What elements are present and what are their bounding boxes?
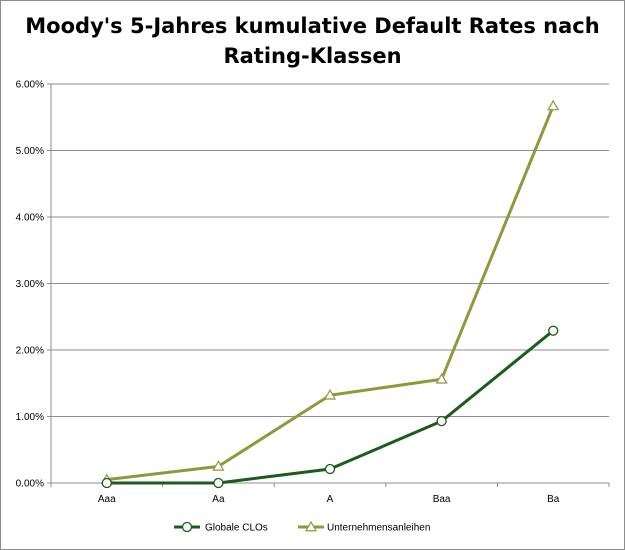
data-point-circle xyxy=(436,416,447,427)
x-tick-label: A xyxy=(327,494,334,505)
chart-title: Moody's 5-Jahres kumulative Default Rate… xyxy=(1,11,624,71)
y-tick-label: 4.00% xyxy=(16,213,44,224)
x-tick-label: Aa xyxy=(212,494,225,505)
legend-unternehmensanleihen-marker xyxy=(304,520,318,532)
y-tick-label: 6.00% xyxy=(16,80,44,91)
data-point-circle xyxy=(548,325,559,336)
y-tick-label: 2.00% xyxy=(16,346,44,357)
y-tick-label: 1.00% xyxy=(16,412,44,423)
legend-unternehmensanleihen-label: Unternehmensanleihen xyxy=(327,523,430,534)
data-point-circle xyxy=(324,463,336,475)
x-tick-label: Aaa xyxy=(98,494,116,505)
series-line-globale-clos xyxy=(106,329,555,485)
x-tick-label: Baa xyxy=(433,494,451,505)
data-point-circle xyxy=(101,477,112,489)
y-tick-label: 3.00% xyxy=(16,279,44,290)
chart-title-line-1: Moody's 5-Jahres kumulative Default Rate… xyxy=(25,14,600,38)
data-point-triangle xyxy=(212,460,225,471)
data-point-circle xyxy=(213,477,224,489)
legend-globale-clos-marker xyxy=(181,521,193,533)
data-point-triangle xyxy=(435,373,448,384)
y-tick-label: 0.00% xyxy=(16,479,44,490)
series-line-unternehmensanleihen xyxy=(106,105,555,482)
data-point-triangle xyxy=(323,389,337,400)
x-tick-label: Ba xyxy=(547,494,560,505)
y-tick-label: 5.00% xyxy=(16,146,44,157)
legend-globale-clos-label: Globale CLOs xyxy=(205,523,268,534)
data-point-triangle xyxy=(547,99,560,111)
chart-title-line-2: Rating-Klassen xyxy=(223,44,402,68)
